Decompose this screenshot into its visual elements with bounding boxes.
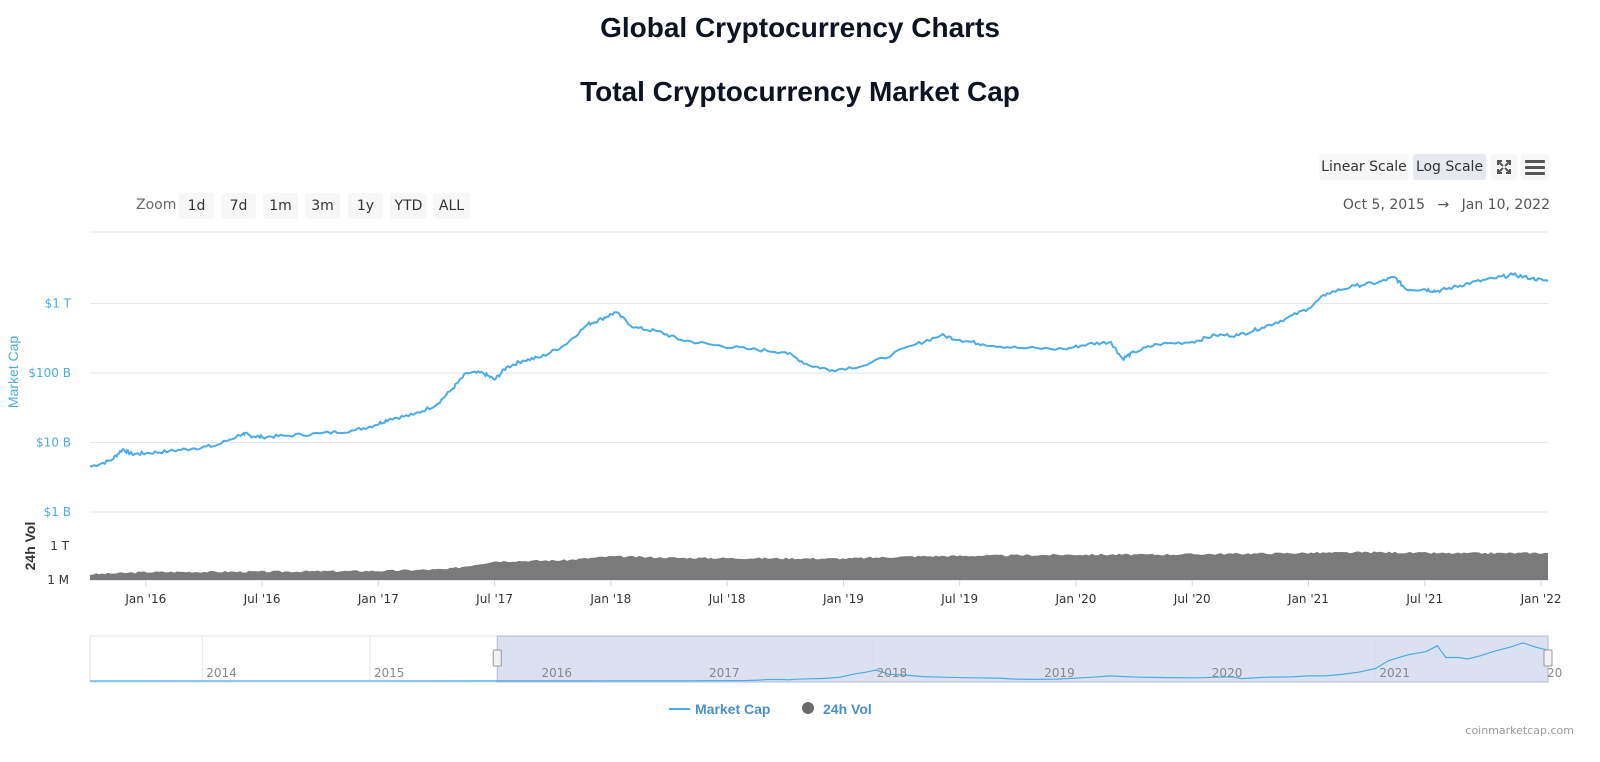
navigator-selection[interactable] [496,635,1549,683]
navigator-year-label: 2015 [374,666,405,680]
legend-volume[interactable]: 24h Vol [823,701,872,717]
navigator-year-label: 20 [1547,666,1562,680]
navigator-line [89,642,1549,682]
x-tick-label: Jan '22 [1520,592,1562,606]
x-tick-label: Jan '19 [822,592,864,606]
y-tick-label: $1 T [45,297,72,311]
fullscreen-icon [1497,160,1511,174]
zoom-ytd-button[interactable]: YTD [390,193,427,219]
x-tick-label: Jan '18 [589,592,631,606]
y-axis-title: Market Cap [5,336,21,409]
x-tick-label: Jan '17 [357,592,399,606]
x-tick-label: Jul '18 [708,592,746,606]
navigator-year-label: 2021 [1379,666,1410,680]
navigator[interactable]: 2014 2015 2016 2017 2018 2019 2020 2021 20 [89,635,1562,683]
menu-button[interactable] [1521,154,1549,180]
zoom-all-button[interactable]: ALL [433,193,470,219]
credit-link[interactable]: coinmarketcap.com [1465,724,1574,737]
navigator-year-label: 2019 [1044,666,1075,680]
navigator-handle-left[interactable] [492,649,502,667]
volume-area [90,551,1548,580]
y-tick-label: $100 B [28,366,71,380]
date-range[interactable]: Oct 5, 2015 → Jan 10, 2022 [1343,197,1550,213]
navigator-year-label: 2014 [206,666,237,680]
navigator-handle-right[interactable] [1543,649,1553,667]
zoom-3m-button[interactable]: 3m [305,193,340,219]
x-tick-label: Jul '20 [1173,592,1211,606]
arrow-right-icon: → [1437,197,1450,213]
navigator-year-label: 2016 [541,666,572,680]
navigator-year-label: 2020 [1212,666,1243,680]
vol-axis-title: 24h Vol [22,522,38,571]
x-tick-label: Jan '21 [1287,592,1329,606]
zoom-1y-button[interactable]: 1y [348,193,383,219]
vol-tick-label: 1 M [47,573,69,587]
market-cap-line [89,271,1549,468]
y-tick-label: $10 B [36,436,71,450]
date-range-to[interactable]: Jan 10, 2022 [1461,197,1550,213]
fullscreen-button[interactable] [1491,154,1517,180]
navigator-year-label: 2017 [709,666,740,680]
legend-volume-swatch [802,702,814,714]
zoom-label: Zoom [136,197,177,213]
x-tick-label: Jul '16 [243,592,281,606]
zoom-7d-button[interactable]: 7d [221,193,256,219]
chart-title: Total Cryptocurrency Market Cap [580,76,1020,107]
zoom-1m-button[interactable]: 1m [263,193,298,219]
date-range-from[interactable]: Oct 5, 2015 [1342,197,1425,213]
x-tick-label: Jan '16 [124,592,166,606]
x-tick-label: Jul '21 [1405,592,1443,606]
vol-tick-label: 1 T [50,539,69,553]
x-tick-label: Jul '19 [940,592,978,606]
x-tick-label: Jul '17 [475,592,513,606]
page-title: Global Cryptocurrency Charts [600,12,1000,43]
linear-scale-button[interactable]: Linear Scale [1319,154,1409,180]
y-tick-label: $1 B [44,505,71,519]
log-scale-button[interactable]: Log Scale [1413,154,1486,180]
legend: Market Cap 24h Vol [669,701,872,717]
hamburger-menu-icon [1525,160,1545,175]
navigator-year-label: 2018 [877,666,908,680]
zoom-1d-button[interactable]: 1d [179,193,214,219]
x-tick-label: Jan '20 [1055,592,1097,606]
legend-market-cap[interactable]: Market Cap [695,701,770,717]
